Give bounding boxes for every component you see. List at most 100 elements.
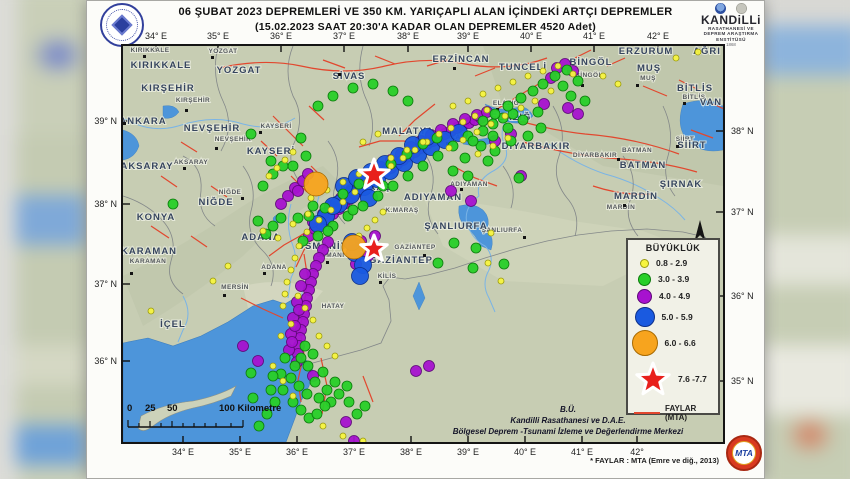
quake-green [357, 200, 369, 212]
quake-green [561, 64, 573, 76]
quake-yellow [387, 154, 395, 162]
quake-yellow [315, 332, 323, 340]
quake-green [257, 180, 269, 192]
quake-green [387, 85, 399, 97]
legend-range-label: 6.0 - 6.6 [664, 337, 696, 348]
axis-label: 36° N [94, 356, 117, 366]
legend-dot-icon [634, 306, 655, 327]
quake-green [498, 258, 510, 270]
axis-label: 37° N [94, 279, 117, 289]
quake-green [307, 348, 319, 360]
blurred-background-right [762, 0, 850, 479]
city-marker [523, 236, 526, 239]
quake-yellow [474, 150, 482, 158]
epicenter-star-icon [635, 361, 671, 396]
quake-green [312, 100, 324, 112]
quake-yellow [479, 90, 487, 98]
quake-purple [445, 185, 457, 197]
quake-green [402, 170, 414, 182]
city-marker [683, 102, 686, 105]
quake-green [275, 212, 287, 224]
svg-text:YOZGAT: YOZGAT [217, 65, 262, 76]
city-marker [326, 261, 329, 264]
fault-line [690, 129, 714, 139]
svg-text:GAZİANTEP: GAZİANTEP [369, 255, 433, 266]
fault-line [522, 141, 698, 173]
quake-green [527, 85, 539, 97]
fault-line [218, 57, 548, 72]
quake-yellow [403, 146, 411, 154]
mta-logo: MTA [726, 435, 762, 471]
quake-yellow [301, 304, 309, 312]
quake-yellow [487, 229, 495, 237]
quake-yellow [539, 67, 547, 75]
quake-yellow [387, 162, 395, 170]
quake-orange [303, 171, 329, 197]
quake-green [579, 95, 591, 107]
quake-green [565, 90, 577, 102]
map-canvas: KIRIKKALE YOZGAT KIRŞEHİR NEVŞEHİR KAYSERİ AK… [123, 46, 723, 442]
quake-yellow [445, 144, 453, 152]
city-marker [123, 122, 126, 125]
quake-green [359, 400, 371, 412]
kandilli-wordmark: KANDiLLi [701, 13, 761, 27]
quake-yellow [411, 146, 419, 154]
city-marker [185, 109, 188, 112]
svg-text:KIRIKKALE: KIRIKKALE [131, 47, 170, 54]
quake-green [265, 384, 277, 396]
city-marker [215, 147, 218, 150]
kandilli-observatory-logo: KANDiLLi RASATHANESİ VE DEPREM ARAŞTIRMA… [697, 3, 765, 48]
quake-yellow [281, 156, 289, 164]
quake-green [311, 408, 323, 420]
quake-yellow [399, 154, 407, 162]
city-marker [223, 294, 226, 297]
quake-yellow [489, 142, 497, 150]
quake-yellow [374, 130, 382, 138]
quake-green [448, 237, 460, 249]
axis-label: 34° E [144, 31, 168, 41]
fault-line [712, 103, 723, 110]
magnitude-legend: BÜYÜKLÜK 0.8 - 2.9 3.0 - 3.9 4.0 - 4.9 5.0 … [626, 238, 720, 422]
fault-line-icon [634, 412, 660, 414]
scale-50: 50 [167, 403, 178, 414]
attribution-line3: Bölgesel Deprem -Tsunami İzleme ve Değer… [452, 427, 684, 436]
quake-green [322, 225, 334, 237]
quake-green [489, 108, 501, 120]
axis-label: 39° E [456, 31, 480, 41]
quake-yellow [494, 84, 502, 92]
quake-green [247, 392, 259, 404]
quake-yellow [304, 210, 312, 218]
quake-green [299, 340, 311, 352]
fault-line [374, 55, 396, 65]
fault-line [678, 79, 700, 91]
axis-label: 41° E [582, 31, 606, 41]
svg-text:BİTLİS: BİTLİS [677, 83, 713, 94]
quake-yellow [339, 198, 347, 206]
svg-text:BATMAN: BATMAN [620, 160, 666, 171]
quake-green [347, 204, 359, 216]
quake-green [549, 70, 561, 82]
quake-green [295, 132, 307, 144]
quake-yellow [351, 188, 359, 196]
city-marker [338, 73, 341, 76]
quake-yellow [309, 316, 317, 324]
quake-green [459, 152, 471, 164]
svg-text:KAYSERİ: KAYSERİ [260, 122, 291, 130]
quake-yellow [259, 227, 267, 235]
svg-text:KIRIKKALE: KIRIKKALE [131, 60, 192, 71]
svg-text:K.MARAŞ: K.MARAŞ [385, 207, 418, 214]
city-marker [379, 281, 382, 284]
quake-green [267, 220, 279, 232]
fault-line [180, 141, 198, 153]
quake-yellow [599, 72, 607, 80]
scale-0: 0 [127, 403, 133, 414]
quake-yellow [483, 106, 491, 114]
svg-text:TUNCELİ: TUNCELİ [499, 62, 547, 73]
svg-text:BİNGÖL: BİNGÖL [575, 70, 603, 79]
quake-yellow [273, 164, 281, 172]
svg-text:HATAY: HATAY [322, 303, 345, 310]
svg-text:KİLİS: KİLİS [378, 272, 397, 280]
quake-yellow [289, 148, 297, 156]
svg-text:GAZİANTEP: GAZİANTEP [394, 243, 435, 251]
